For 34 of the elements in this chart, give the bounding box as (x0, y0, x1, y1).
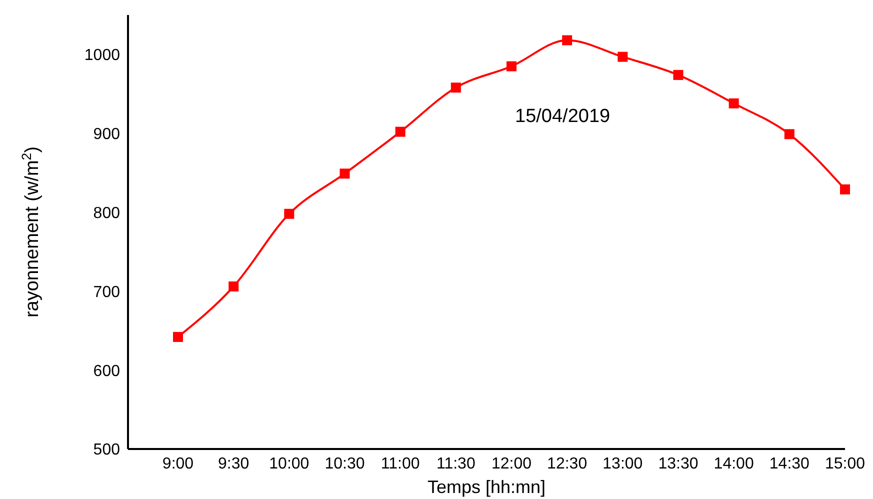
point (673, 70, 684, 80)
point (450, 82, 461, 93)
x-tick-label: 15:00 (824, 455, 866, 472)
x-tick-label: 9:00 (162, 455, 194, 472)
point (784, 129, 794, 140)
x-tick-label: 13:00 (602, 455, 643, 472)
y-tick-label: 500 (93, 442, 120, 459)
point (728, 98, 739, 108)
point (840, 184, 850, 194)
x-tick-label: 13:30 (658, 455, 698, 472)
point (284, 208, 294, 219)
x-tick-label: 12:30 (547, 455, 588, 472)
point (395, 126, 406, 137)
x-tick-label: 12:00 (491, 455, 532, 472)
x-axis-title: Temps [hh:mn] (427, 477, 546, 497)
y-tick-label: 1000 (84, 47, 120, 64)
point (228, 281, 239, 292)
y-tick-label: 600 (93, 362, 120, 380)
annotation: 15/04/2019 (515, 106, 610, 128)
x-tick-label: 11:30 (436, 455, 476, 472)
x-tick-label: 11:00 (380, 455, 420, 472)
x-tick-label: 10:30 (324, 455, 365, 472)
x-tick-label: 9:30 (218, 455, 250, 472)
y-tick-label: 700 (93, 284, 120, 301)
point (618, 52, 628, 62)
x-tick-label: 14:30 (769, 455, 810, 472)
point (173, 332, 183, 342)
y-tick-label: 800 (93, 204, 120, 222)
y-tick-label: 900 (93, 126, 120, 144)
x-tick-label: 10:00 (269, 455, 310, 472)
point (340, 168, 350, 179)
point (562, 35, 572, 46)
x-tick-label: 14:00 (714, 455, 754, 472)
point (506, 61, 516, 72)
